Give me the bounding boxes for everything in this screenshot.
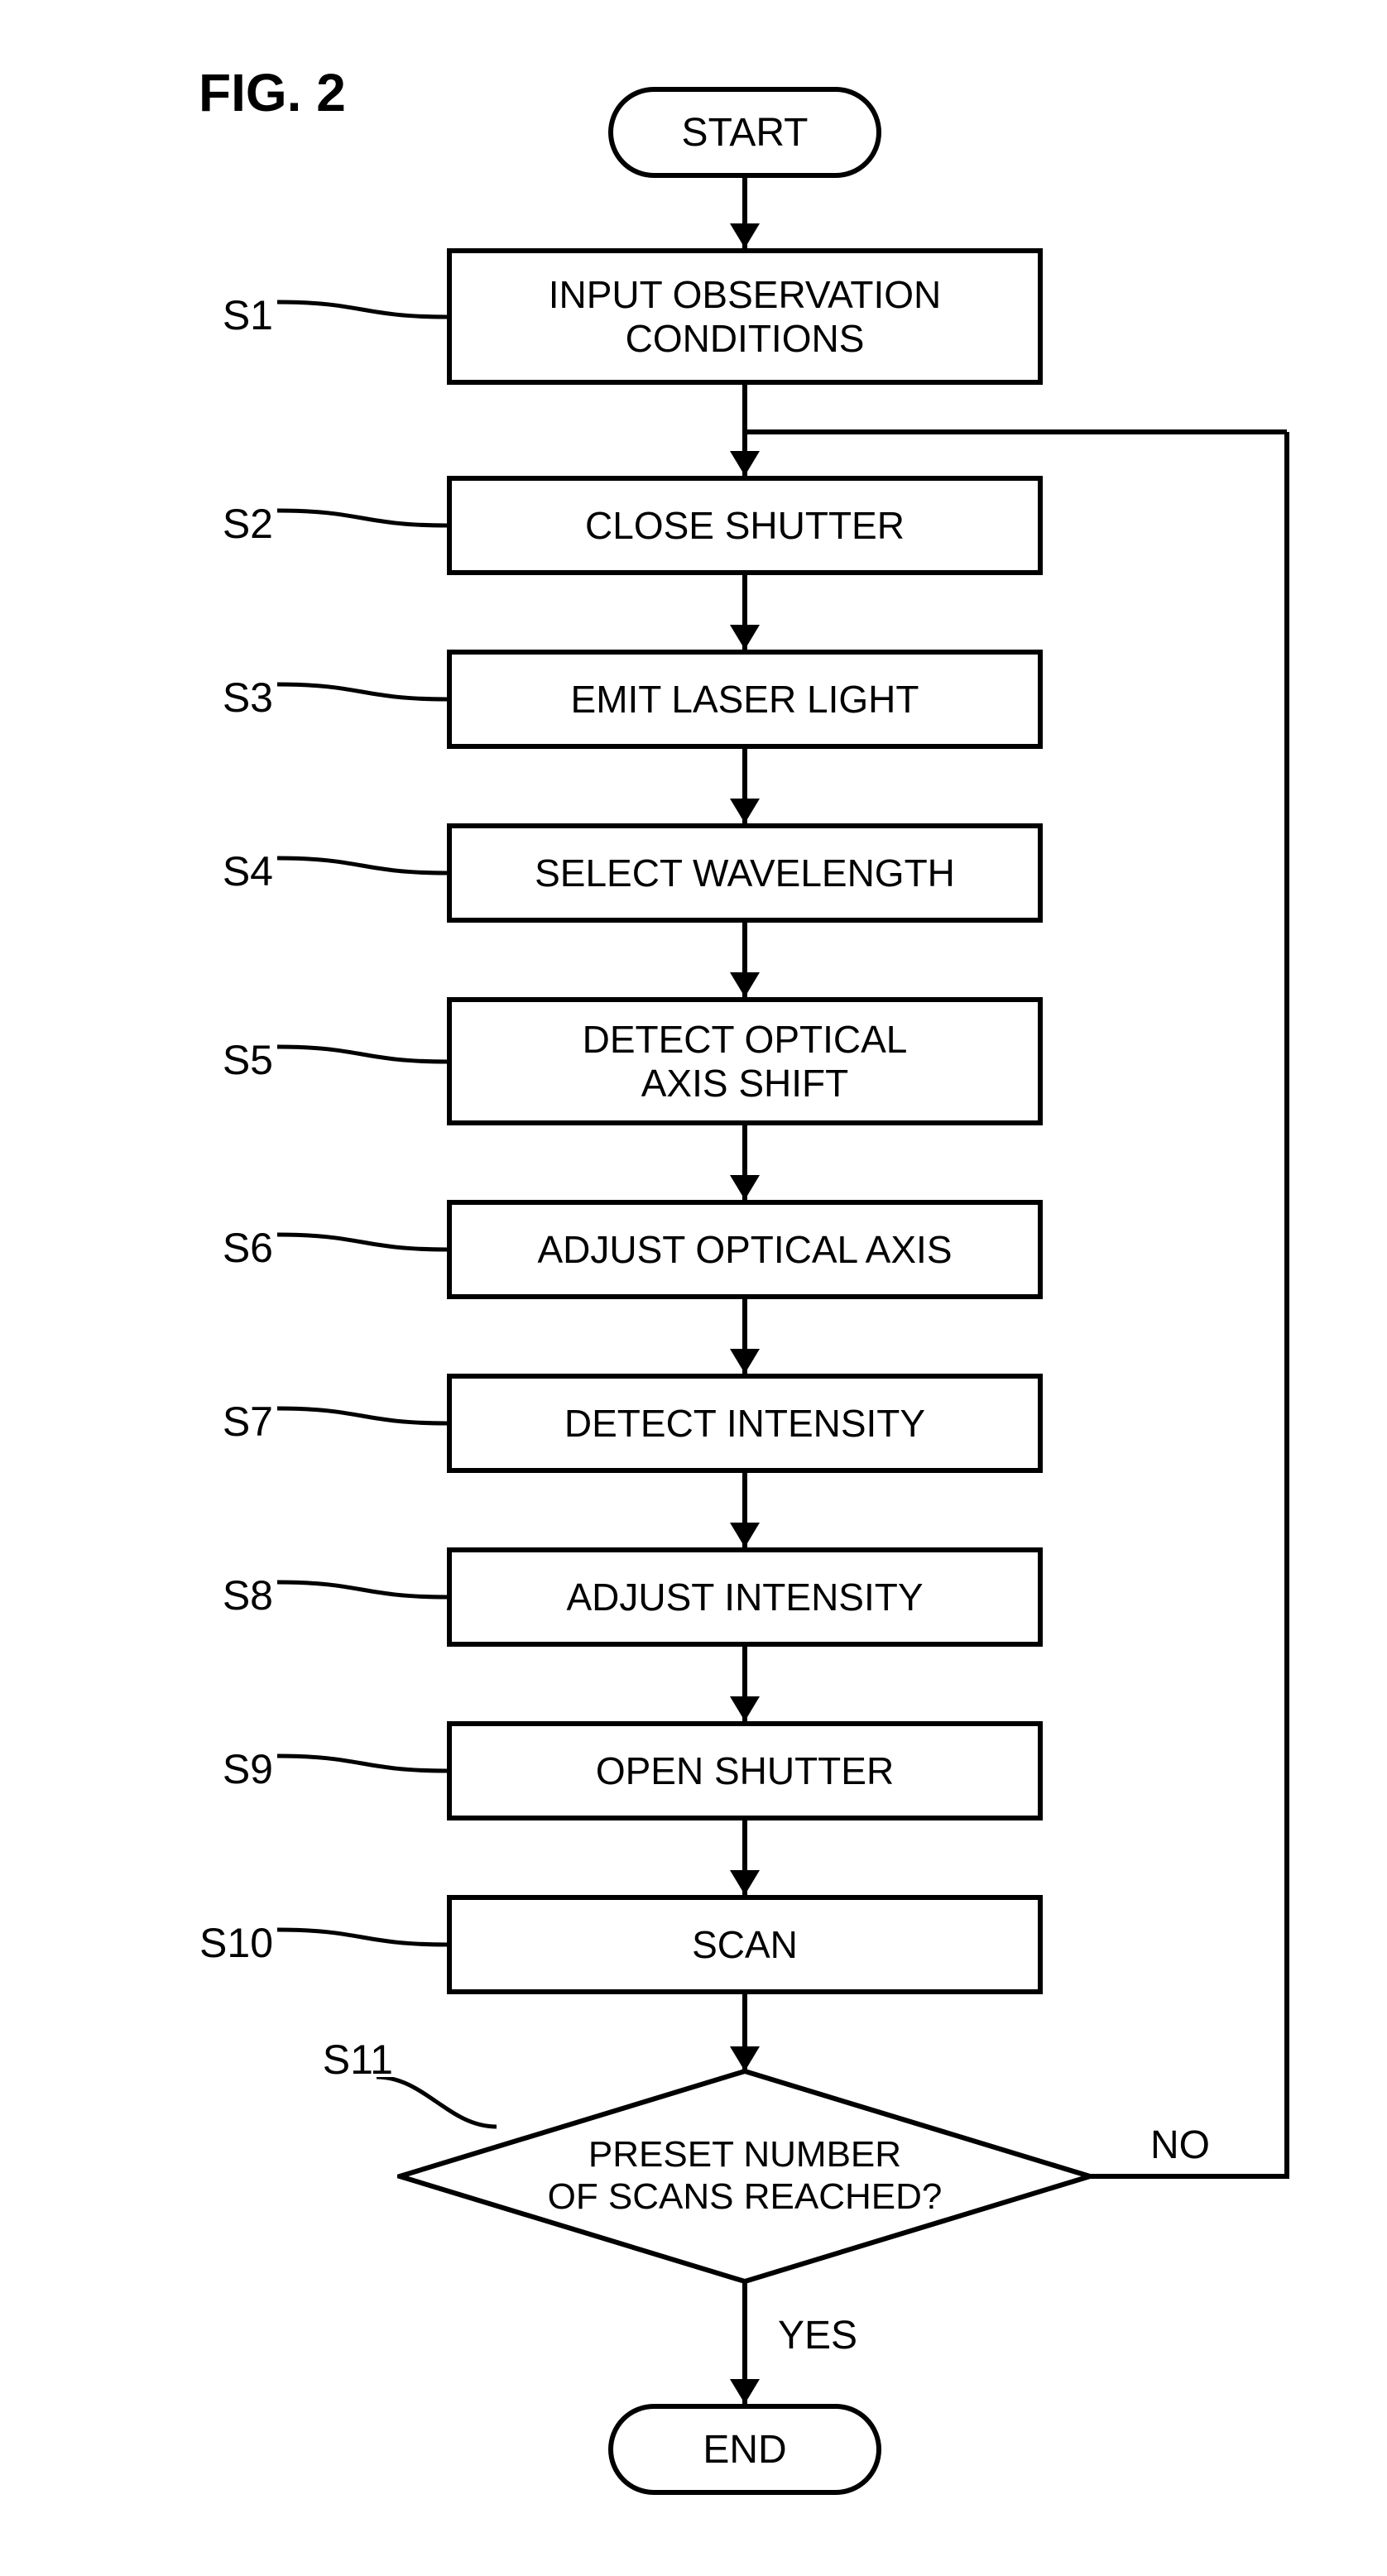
yes-label: YES	[778, 2313, 857, 2358]
arrowhead-down-icon	[730, 972, 760, 997]
no-label: NO	[1150, 2123, 1210, 2168]
step-connector	[277, 1029, 447, 1095]
arrowhead-down-icon	[730, 223, 760, 248]
step-label: S3	[124, 674, 273, 722]
arrowhead-down-icon	[730, 1523, 760, 1547]
process-step: DETECT OPTICAL AXIS SHIFT	[447, 997, 1043, 1125]
start-terminator: START	[608, 87, 881, 178]
arrowhead-down-icon	[730, 625, 760, 650]
arrowhead-down-icon	[730, 1696, 760, 1721]
step-connector	[277, 666, 447, 732]
step-connector	[277, 1390, 447, 1456]
process-step: EMIT LASER LIGHT	[447, 650, 1043, 749]
process-step: SELECT WAVELENGTH	[447, 823, 1043, 923]
step-connector	[277, 1564, 447, 1630]
step-label: S2	[124, 500, 273, 548]
process-step: INPUT OBSERVATION CONDITIONS	[447, 248, 1043, 385]
process-step: OPEN SHUTTER	[447, 1721, 1043, 1820]
step-label: S7	[124, 1398, 273, 1446]
step-connector	[277, 1216, 447, 1283]
flow-line	[1090, 2174, 1287, 2179]
step-label: S9	[124, 1745, 273, 1793]
arrowhead-down-icon	[730, 2379, 760, 2404]
arrowhead-down-icon	[730, 451, 760, 476]
process-step: CLOSE SHUTTER	[447, 476, 1043, 575]
step-label: S5	[124, 1036, 273, 1084]
arrowhead-down-icon	[730, 2046, 760, 2071]
arrowhead-down-icon	[730, 1175, 760, 1200]
step-label: S1	[124, 291, 273, 339]
flow-line	[745, 429, 1287, 434]
figure-title: FIG. 2	[199, 62, 346, 123]
step-label: S6	[124, 1224, 273, 1272]
step-connector	[277, 1738, 447, 1804]
end-terminator: END	[608, 2404, 881, 2495]
step-connector	[277, 840, 447, 906]
arrowhead-down-icon	[730, 1349, 760, 1374]
process-step: DETECT INTENSITY	[447, 1374, 1043, 1473]
flow-line	[1284, 432, 1289, 2179]
process-step: SCAN	[447, 1895, 1043, 1994]
decision-label: S11	[277, 2036, 393, 2084]
process-step: ADJUST INTENSITY	[447, 1547, 1043, 1647]
step-connector	[277, 492, 447, 559]
step-label: S10	[124, 1919, 273, 1967]
arrowhead-down-icon	[730, 799, 760, 823]
step-label: S4	[124, 847, 273, 895]
step-connector	[277, 284, 447, 350]
step-label: S8	[124, 1571, 273, 1619]
arrowhead-down-icon	[730, 1870, 760, 1895]
process-step: ADJUST OPTICAL AXIS	[447, 1200, 1043, 1299]
decision-connector	[377, 2077, 505, 2135]
step-connector	[277, 1912, 447, 1978]
